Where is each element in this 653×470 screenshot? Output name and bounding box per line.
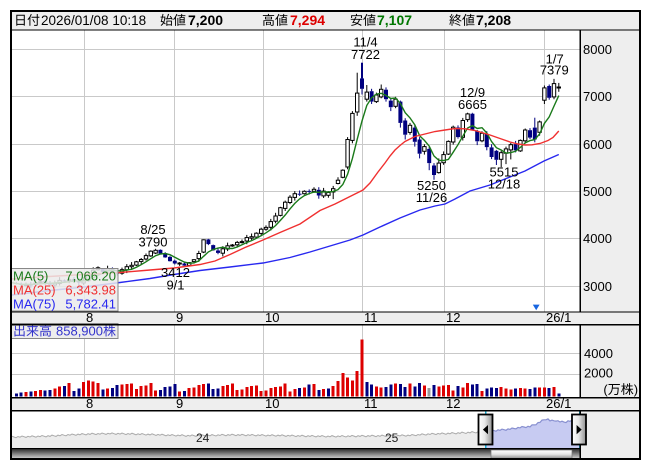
svg-text:6,343.98: 6,343.98 [65,283,116,298]
svg-text:7,208: 7,208 [476,12,511,28]
svg-text:12: 12 [446,396,460,411]
svg-text:8000: 8000 [583,42,612,57]
svg-text:6000: 6000 [583,137,612,152]
svg-text:MA(75): MA(75) [13,297,56,312]
svg-text:7,107: 7,107 [377,12,412,28]
svg-text:7,200: 7,200 [188,12,223,28]
svg-text:12/9: 12/9 [460,85,485,100]
svg-text:7,294: 7,294 [290,12,325,28]
svg-text:5250: 5250 [417,178,446,193]
svg-text:8: 8 [86,396,93,411]
svg-text:12/18: 12/18 [488,176,521,191]
svg-text:10: 10 [265,310,279,325]
svg-text:(: ( [603,382,608,397]
svg-text:7,066.20: 7,066.20 [65,269,116,284]
svg-text:9: 9 [176,396,183,411]
svg-text:8/25: 8/25 [140,222,165,237]
svg-text:6665: 6665 [458,97,487,112]
svg-text:24: 24 [196,431,210,445]
svg-text:7379: 7379 [540,62,569,77]
svg-text:7000: 7000 [583,89,612,104]
svg-text:): ) [634,382,638,397]
svg-text:MA(5): MA(5) [13,269,48,284]
svg-text:3000: 3000 [583,279,612,294]
svg-text:9/1: 9/1 [166,278,184,293]
svg-text:11/4: 11/4 [353,35,377,50]
svg-text:858,900: 858,900 [56,324,103,339]
svg-text:9: 9 [176,310,183,325]
svg-text:3412: 3412 [161,265,190,280]
svg-text:8: 8 [86,310,93,325]
svg-text:12: 12 [446,310,460,325]
svg-text:2000: 2000 [584,366,613,381]
svg-text:10: 10 [265,396,279,411]
svg-text:4000: 4000 [583,231,612,246]
svg-text:11: 11 [364,310,378,325]
svg-text:25: 25 [385,431,399,445]
svg-text:3790: 3790 [139,235,168,250]
svg-text:5515: 5515 [490,165,519,180]
svg-text:5000: 5000 [583,184,612,199]
svg-text:7722: 7722 [351,47,380,62]
svg-text:26/1: 26/1 [546,396,571,411]
svg-text:26/1: 26/1 [546,310,571,325]
svg-text:2026/01/08 10:18: 2026/01/08 10:18 [41,13,146,28]
svg-text:5,782.41: 5,782.41 [65,297,116,312]
svg-text:1/7: 1/7 [546,51,564,66]
svg-text:11: 11 [364,396,378,411]
svg-text:MA(25): MA(25) [13,283,56,298]
svg-text:4000: 4000 [584,346,613,361]
svg-text:11/26: 11/26 [416,190,448,205]
